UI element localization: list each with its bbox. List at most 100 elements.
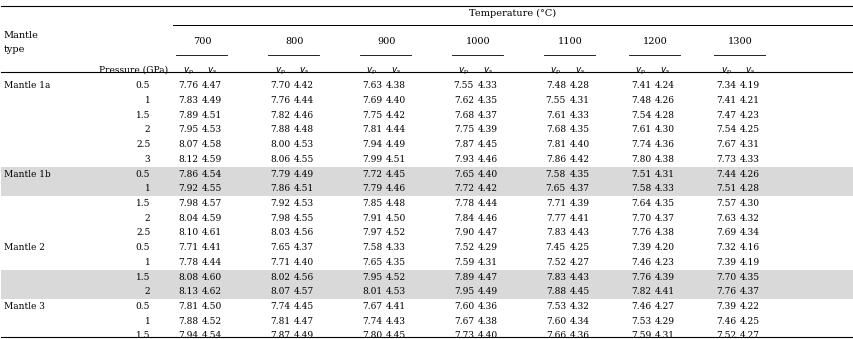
Text: 8.02: 8.02 [270, 273, 290, 282]
Text: 7.59: 7.59 [453, 258, 473, 267]
Text: 4.51: 4.51 [293, 184, 314, 193]
Text: 7.88: 7.88 [177, 317, 198, 326]
Text: 4.44: 4.44 [293, 96, 314, 105]
Text: 4.62: 4.62 [202, 287, 222, 296]
Text: 4.49: 4.49 [201, 96, 222, 105]
Text: 4.47: 4.47 [293, 317, 314, 326]
Text: 4.38: 4.38 [654, 155, 674, 164]
Text: 4.45: 4.45 [569, 287, 589, 296]
Text: 1: 1 [144, 96, 150, 105]
Text: 7.34: 7.34 [716, 81, 735, 90]
Text: 4.36: 4.36 [569, 332, 589, 339]
Text: 4.23: 4.23 [654, 258, 674, 267]
Text: 7.76: 7.76 [270, 96, 290, 105]
Text: 4.44: 4.44 [477, 199, 497, 208]
Text: 8.00: 8.00 [270, 140, 290, 149]
Text: 7.67: 7.67 [453, 317, 473, 326]
Text: 4.35: 4.35 [739, 273, 759, 282]
Text: 7.58: 7.58 [545, 170, 566, 179]
Text: 4.57: 4.57 [201, 199, 222, 208]
Text: 4.24: 4.24 [654, 81, 674, 90]
Text: 4.27: 4.27 [739, 332, 759, 339]
Text: $v_\mathrm{s}$: $v_\mathrm{s}$ [299, 65, 309, 76]
Text: 7.69: 7.69 [715, 228, 735, 237]
Text: Pressure (GPa): Pressure (GPa) [99, 65, 168, 75]
Text: 4.55: 4.55 [293, 214, 314, 223]
Text: 4.21: 4.21 [739, 96, 759, 105]
Text: 4.46: 4.46 [477, 214, 497, 223]
Text: 7.88: 7.88 [270, 125, 290, 134]
Text: 7.62: 7.62 [454, 96, 473, 105]
Bar [2, 285, 851, 299]
Text: 4.37: 4.37 [739, 287, 759, 296]
Text: 7.94: 7.94 [177, 332, 198, 339]
Text: 8.03: 8.03 [270, 228, 290, 237]
Text: 8.06: 8.06 [270, 155, 290, 164]
Text: 7.32: 7.32 [716, 243, 735, 252]
Text: $v_\mathrm{s}$: $v_\mathrm{s}$ [744, 65, 754, 76]
Text: 4.46: 4.46 [386, 184, 405, 193]
Text: 7.76: 7.76 [630, 228, 650, 237]
Text: 7.72: 7.72 [362, 170, 381, 179]
Text: 4.29: 4.29 [654, 317, 674, 326]
Text: 7.46: 7.46 [715, 317, 735, 326]
Text: 4.25: 4.25 [739, 317, 759, 326]
Text: 7.55: 7.55 [545, 96, 566, 105]
Text: 0.5: 0.5 [136, 243, 150, 252]
Text: 4.45: 4.45 [386, 332, 405, 339]
Text: 7.99: 7.99 [362, 155, 381, 164]
Text: 4.35: 4.35 [569, 125, 589, 134]
Text: 7.71: 7.71 [177, 243, 198, 252]
Text: 7.79: 7.79 [270, 170, 290, 179]
Text: 4.49: 4.49 [293, 170, 314, 179]
Text: 7.93: 7.93 [454, 155, 473, 164]
Text: 4.41: 4.41 [654, 287, 674, 296]
Text: 4.41: 4.41 [386, 302, 405, 311]
Text: 1.5: 1.5 [136, 111, 150, 120]
Text: 4.57: 4.57 [293, 287, 314, 296]
Text: 8.07: 8.07 [177, 140, 198, 149]
Text: 7.78: 7.78 [177, 258, 198, 267]
Text: 4.45: 4.45 [293, 302, 314, 311]
Text: 7.86: 7.86 [545, 155, 566, 164]
Text: 7.46: 7.46 [630, 302, 650, 311]
Text: 7.44: 7.44 [715, 170, 735, 179]
Text: 7.87: 7.87 [270, 332, 290, 339]
Text: 7.74: 7.74 [362, 317, 381, 326]
Text: 4.52: 4.52 [386, 228, 405, 237]
Text: 7.52: 7.52 [545, 258, 566, 267]
Text: 8.10: 8.10 [177, 228, 198, 237]
Text: 7.60: 7.60 [453, 302, 473, 311]
Text: Mantle 3: Mantle 3 [4, 302, 44, 311]
Text: 7.53: 7.53 [545, 302, 566, 311]
Text: 7.81: 7.81 [177, 302, 198, 311]
Text: 4.30: 4.30 [654, 125, 674, 134]
Text: 1: 1 [144, 184, 150, 193]
Text: 4.26: 4.26 [739, 170, 759, 179]
Text: 8.12: 8.12 [178, 155, 198, 164]
Text: 800: 800 [285, 37, 303, 46]
Text: 4.28: 4.28 [569, 81, 589, 90]
Text: 4.31: 4.31 [654, 170, 674, 179]
Text: 4.33: 4.33 [386, 243, 405, 252]
Text: 1.5: 1.5 [136, 273, 150, 282]
Text: 4.43: 4.43 [386, 317, 405, 326]
Text: 2.5: 2.5 [136, 140, 150, 149]
Text: 4.53: 4.53 [201, 125, 222, 134]
Text: 7.51: 7.51 [715, 184, 735, 193]
Text: 4.60: 4.60 [201, 273, 222, 282]
Text: 4.26: 4.26 [654, 96, 674, 105]
Text: 1.5: 1.5 [136, 332, 150, 339]
Text: 1.5: 1.5 [136, 199, 150, 208]
Text: 7.57: 7.57 [715, 199, 735, 208]
Text: 7.55: 7.55 [453, 81, 473, 90]
Text: 4.35: 4.35 [386, 258, 405, 267]
Text: 7.77: 7.77 [545, 214, 566, 223]
Text: 4.40: 4.40 [477, 170, 497, 179]
Text: 7.65: 7.65 [362, 258, 381, 267]
Text: 4.35: 4.35 [569, 170, 589, 179]
Text: 7.39: 7.39 [716, 302, 735, 311]
Text: 4.49: 4.49 [477, 287, 497, 296]
Text: 7.54: 7.54 [715, 125, 735, 134]
Text: 7.71: 7.71 [270, 258, 290, 267]
